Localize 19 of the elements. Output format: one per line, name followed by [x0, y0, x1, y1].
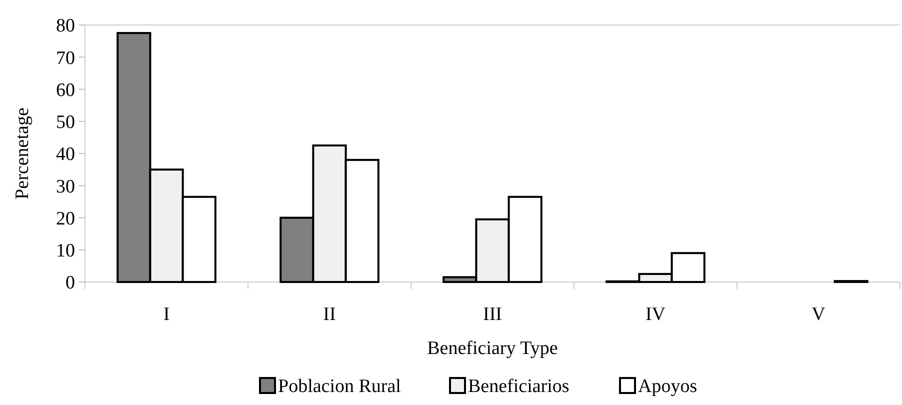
- y-tick-label: 50: [56, 112, 75, 134]
- legend-label: Apoyos: [638, 376, 698, 397]
- x-tick-label: III: [483, 304, 502, 325]
- legend-label: Poblacion Rural: [278, 376, 401, 397]
- y-tick-label: 40: [56, 144, 75, 166]
- y-tick-label: 80: [56, 16, 75, 37]
- y-tick-label: 30: [56, 176, 75, 198]
- x-tick-label: I: [163, 304, 170, 325]
- y-tick-label: 70: [56, 48, 75, 69]
- y-tick-label: 60: [56, 80, 75, 101]
- y-tick-label: 0: [66, 272, 75, 294]
- legend-label: Beneficiarios: [468, 376, 570, 397]
- y-axis-title: Percenetage: [12, 108, 33, 200]
- x-tick-label: IV: [645, 304, 666, 325]
- x-tick-label: V: [812, 304, 826, 325]
- x-tick-label: II: [323, 304, 336, 325]
- y-tick-label: 10: [56, 240, 75, 262]
- y-tick-label: 20: [56, 208, 75, 230]
- x-axis-title: Beneficiary Type: [427, 338, 558, 359]
